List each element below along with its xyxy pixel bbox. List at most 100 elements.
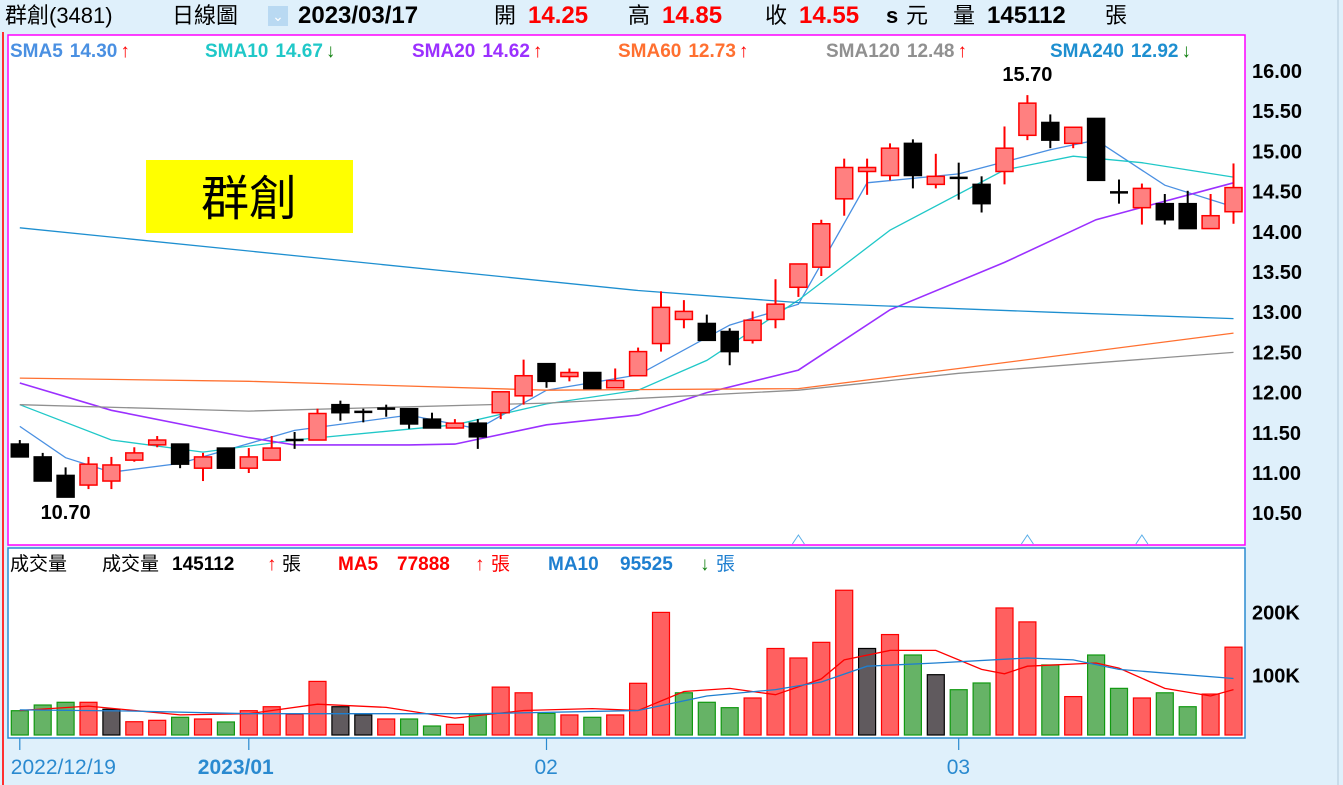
candle [147,436,167,448]
chart-type-dropdown-chevron-icon[interactable]: ⌄ [268,6,288,26]
unit-label: 元 [906,3,929,28]
volume-bar [1178,706,1197,736]
price-panel [7,34,1246,546]
high-label: 高 [628,3,651,28]
volume-bar [651,611,671,736]
volume-value: 145112 [987,2,1066,29]
candle [33,452,52,482]
candle-body [812,223,831,268]
volume-tick-label: 200K [1252,602,1300,624]
ma5-unit: 張 [491,554,510,575]
volume-bar [583,716,602,736]
volume-bar [766,647,785,736]
volume-bar [216,721,235,736]
volume-bar [903,654,923,736]
watermark-box [146,160,353,233]
volume-bar [354,714,373,736]
watermark-text: 群創 [201,173,297,226]
volume-bar [308,680,327,736]
volume-bar [537,712,556,736]
price-tick-label: 14.00 [1252,222,1302,244]
ma-value: 14.62 [482,41,530,62]
candle [1086,117,1106,182]
candle [766,279,785,329]
volume-bar [1109,687,1129,736]
volume-bar [1224,646,1243,736]
candle-body [170,443,190,465]
volume-bar [880,633,900,736]
candle-body [903,142,923,177]
volume-arrow-up-icon: ↑ [267,554,277,575]
ma-name: SMA10 [205,41,268,62]
date-tick-label: 2022/12/19 [11,756,116,779]
ma-value: 12.48 [907,41,955,62]
ma-name: SMA240 [1050,41,1124,62]
candle [880,143,900,181]
volume-bar [1064,695,1083,736]
volume-bar [445,723,464,736]
candle-body [468,422,488,438]
candle [125,447,144,462]
candle-body [308,412,327,441]
candle-body [697,322,717,342]
candle [1201,194,1220,230]
open-value: 14.25 [528,2,589,29]
price-tick-label: 15.50 [1252,101,1302,123]
candle [331,400,350,421]
left-edge-line [2,0,4,785]
volume-bar [857,647,877,736]
candle [926,153,946,189]
price-tick-label: 11.00 [1252,463,1301,485]
annotations: 15.70 10.70 [41,64,1149,545]
ma10-name: MA10 [548,554,599,575]
volume-unit: 張 [282,554,301,575]
price-tick-label: 10.50 [1252,503,1302,525]
candle-body [880,147,900,177]
candle [1132,183,1152,225]
volume-panel [7,547,1246,739]
date-tick-label: 03 [947,756,970,779]
price-tick-label: 12.50 [1252,342,1302,364]
candle-body [193,456,213,469]
candle [812,219,831,277]
candle [995,126,1014,185]
candle-body [583,371,602,390]
ma-label-sma20: SMA20 14.62 ↑ [412,41,542,62]
candle [262,436,281,461]
candle [468,419,488,449]
candle-body [1018,102,1037,137]
volume-name: 成交量 [102,553,159,575]
ma-name: SMA60 [618,41,681,62]
candle-body [399,407,419,425]
candle [56,467,75,498]
candle [285,431,304,449]
candle [674,300,694,329]
candle [1155,194,1175,225]
candle-body [216,447,236,469]
low-price-label: 10.70 [41,502,91,524]
candle [354,408,373,423]
candle-body [674,310,694,321]
ma-name: SMA20 [412,41,475,62]
volume-bar [560,714,579,736]
ma-line-sma240 [19,227,1234,320]
volume-bar [789,657,808,736]
volume-ma5-line [19,649,1234,719]
volume-axis: 200K 100K [1252,602,1300,687]
volume-label: 量 [953,3,976,28]
high-value: 14.85 [662,2,723,29]
volume-bar [400,718,419,736]
volume-bar [377,718,396,736]
ma-label-sma60: SMA60 12.73 ↑ [618,41,748,62]
ma-value: 14.30 [70,41,118,62]
ma10-value: 95525 [620,554,673,575]
candle-body [972,183,991,205]
candle-body [1132,187,1152,209]
candle [102,456,121,490]
price-tick-label: 12.00 [1252,383,1302,405]
triangle-marker-icon [1020,534,1034,545]
date-tick-label: 02 [535,756,558,779]
candle [1178,190,1197,230]
volume-bar [1132,697,1152,736]
